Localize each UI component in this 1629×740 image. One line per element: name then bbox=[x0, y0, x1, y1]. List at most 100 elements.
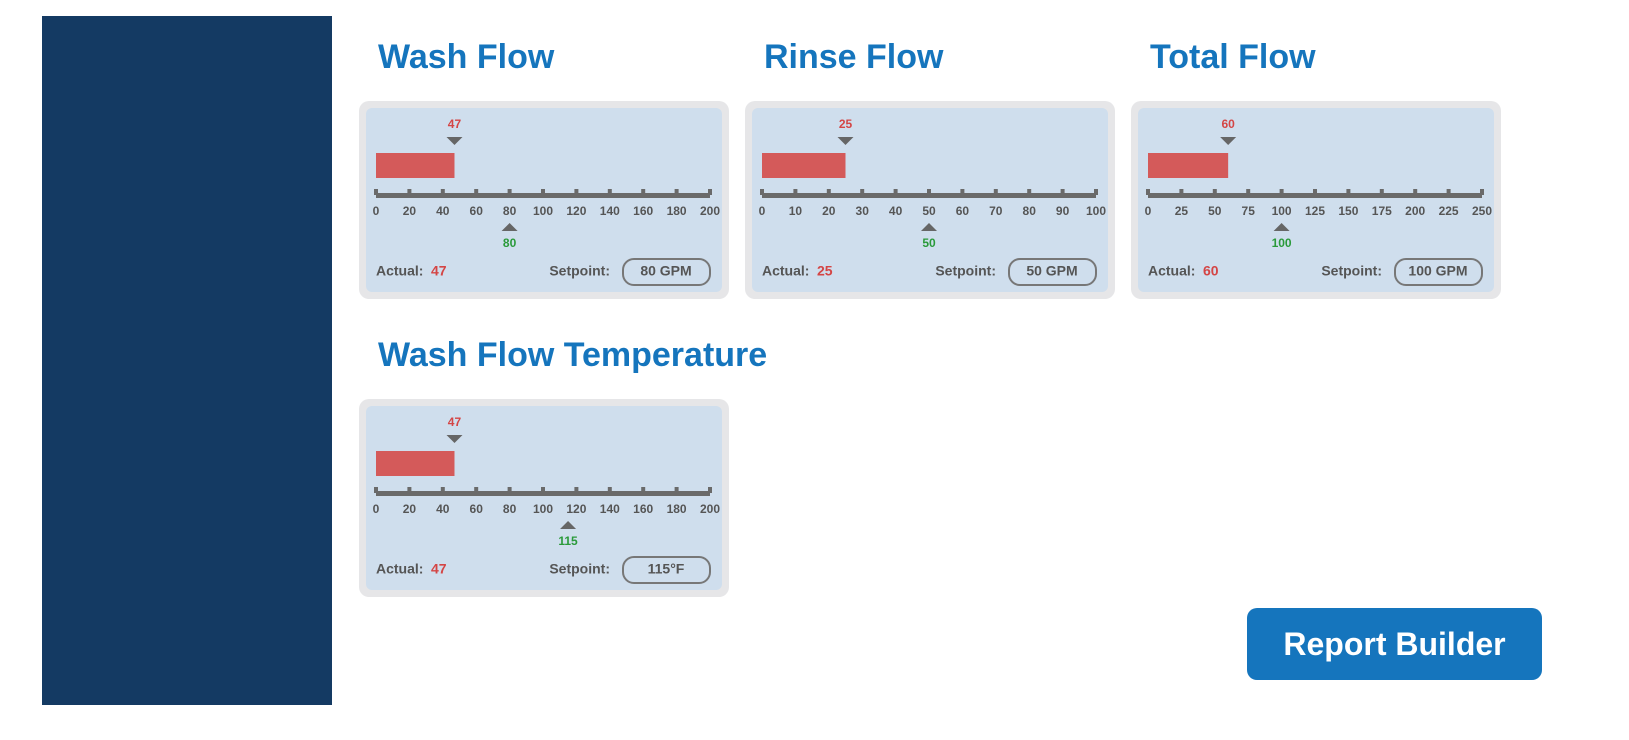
setpoint-box bbox=[622, 556, 711, 584]
setpoint-box bbox=[1008, 258, 1097, 286]
setpoint-display: 50 GPM bbox=[1026, 263, 1077, 279]
tick-label: 200 bbox=[1405, 204, 1425, 218]
tick-label: 140 bbox=[600, 204, 620, 218]
actual-marker bbox=[1220, 137, 1237, 145]
tick-label: 20 bbox=[403, 204, 417, 218]
setpoint-box bbox=[622, 258, 711, 286]
tick-label: 50 bbox=[1208, 204, 1222, 218]
setpoint-marker bbox=[560, 521, 577, 529]
panel-face bbox=[366, 406, 722, 590]
tick-label: 160 bbox=[633, 204, 653, 218]
tick-label: 150 bbox=[1338, 204, 1358, 218]
setpoint-label: Setpoint: bbox=[1321, 263, 1382, 279]
tick-label: 75 bbox=[1242, 204, 1256, 218]
actual-label: Actual: bbox=[1148, 263, 1195, 279]
setpoint-label: Setpoint: bbox=[935, 263, 996, 279]
axis-line bbox=[762, 193, 1096, 198]
setpoint-display: 100 GPM bbox=[1408, 263, 1467, 279]
tick-label: 225 bbox=[1439, 204, 1459, 218]
tick-label: 0 bbox=[373, 502, 380, 516]
actual-marker bbox=[446, 137, 463, 145]
tick-label: 70 bbox=[989, 204, 1003, 218]
sidebar bbox=[42, 16, 332, 705]
tick-label: 60 bbox=[956, 204, 970, 218]
gauge: 0 20 40 60 80 100 120 140 160 180 200 47 115 Actual: 4… bbox=[359, 399, 729, 597]
tick-label: 40 bbox=[436, 204, 450, 218]
gauge-panel: 0 10 20 30 40 50 60 70 80 90 100 25 50 Actual: 25 Setpo… bbox=[744, 100, 1116, 300]
tick-label: 100 bbox=[1272, 204, 1292, 218]
setpoint-marker bbox=[921, 223, 937, 231]
gauge: 0 20 40 60 80 100 120 140 160 180 200 47 80 Actual: 47… bbox=[359, 101, 729, 299]
tick-label: 175 bbox=[1372, 204, 1392, 218]
actual-value: 47 bbox=[431, 263, 447, 279]
gauge-panel: 0 25 50 75 100 125 150 175 200 225 250 60 100 Actual:… bbox=[1130, 100, 1502, 300]
setpoint-marker-label: 50 bbox=[922, 236, 936, 250]
gauge: 0 25 50 75 100 125 150 175 200 225 250 60 100 Actual:… bbox=[1131, 101, 1501, 299]
tick-label: 60 bbox=[470, 502, 484, 516]
setpoint-marker-label: 115 bbox=[558, 534, 578, 548]
tick-label: 80 bbox=[503, 502, 517, 516]
setpoint-display: 115°F bbox=[648, 561, 685, 577]
tick-label: 140 bbox=[600, 502, 620, 516]
setpoint-label: Setpoint: bbox=[549, 263, 610, 279]
actual-marker-label: 47 bbox=[448, 415, 462, 429]
tick-label: 40 bbox=[436, 502, 450, 516]
tick-label: 160 bbox=[633, 502, 653, 516]
actual-marker bbox=[446, 435, 463, 443]
gauge-panel: 0 20 40 60 80 100 120 140 160 180 200 47 80 Actual: 47… bbox=[358, 100, 730, 300]
setpoint-marker bbox=[501, 223, 518, 231]
tick-label: 120 bbox=[566, 502, 586, 516]
tick-label: 60 bbox=[470, 204, 484, 218]
tick-label: 10 bbox=[789, 204, 803, 218]
actual-bar bbox=[376, 153, 455, 178]
tick-label: 0 bbox=[1145, 204, 1152, 218]
tick-label: 180 bbox=[667, 502, 687, 516]
report-builder-button[interactable]: Report Builder bbox=[1247, 608, 1542, 680]
tick-label: 20 bbox=[822, 204, 836, 218]
tick-label: 120 bbox=[566, 204, 586, 218]
actual-marker-label: 25 bbox=[839, 117, 853, 131]
tick-label: 20 bbox=[403, 502, 417, 516]
tick-label: 40 bbox=[889, 204, 903, 218]
tick-label: 180 bbox=[667, 204, 687, 218]
actual-value: 60 bbox=[1203, 263, 1219, 279]
panel-title: Wash Flow Temperature bbox=[378, 336, 768, 374]
panel-face bbox=[366, 108, 722, 292]
axis-line bbox=[376, 193, 710, 198]
tick-label: 200 bbox=[700, 204, 720, 218]
tick-label: 125 bbox=[1305, 204, 1325, 218]
actual-bar bbox=[376, 451, 455, 476]
actual-value: 25 bbox=[817, 263, 833, 279]
tick-label: 30 bbox=[856, 204, 870, 218]
tick-label: 80 bbox=[1023, 204, 1037, 218]
panel-title: Total Flow bbox=[1150, 38, 1316, 76]
tick-label: 90 bbox=[1056, 204, 1070, 218]
tick-label: 25 bbox=[1175, 204, 1189, 218]
setpoint-marker-label: 100 bbox=[1272, 236, 1292, 250]
panel-title: Wash Flow bbox=[378, 38, 555, 76]
panel-title: Rinse Flow bbox=[764, 38, 944, 76]
tick-label: 100 bbox=[533, 502, 553, 516]
axis-line bbox=[1148, 193, 1482, 198]
actual-value: 47 bbox=[431, 561, 447, 577]
tick-label: 0 bbox=[373, 204, 380, 218]
actual-marker bbox=[837, 137, 854, 145]
gauge: 0 10 20 30 40 50 60 70 80 90 100 25 50 Actual: 25 Setpo… bbox=[745, 101, 1115, 299]
tick-label: 80 bbox=[503, 204, 517, 218]
tick-label: 50 bbox=[922, 204, 936, 218]
tick-label: 0 bbox=[759, 204, 766, 218]
tick-label: 250 bbox=[1472, 204, 1492, 218]
actual-label: Actual: bbox=[376, 263, 423, 279]
actual-label: Actual: bbox=[762, 263, 809, 279]
actual-marker-label: 47 bbox=[448, 117, 462, 131]
actual-label: Actual: bbox=[376, 561, 423, 577]
gauge-panel: 0 20 40 60 80 100 120 140 160 180 200 47 115 Actual: 4… bbox=[358, 398, 730, 598]
setpoint-marker-label: 80 bbox=[503, 236, 517, 250]
setpoint-label: Setpoint: bbox=[549, 561, 610, 577]
actual-bar bbox=[762, 153, 846, 178]
tick-label: 100 bbox=[1086, 204, 1106, 218]
actual-bar bbox=[1148, 153, 1229, 178]
setpoint-display: 80 GPM bbox=[640, 263, 691, 279]
axis-line bbox=[376, 491, 710, 496]
